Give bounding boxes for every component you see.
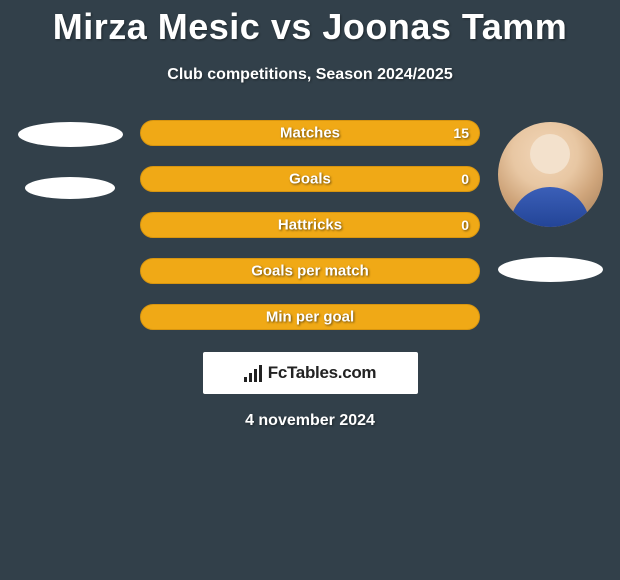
stat-label: Goals <box>289 171 331 188</box>
stats-column: Matches 15 Goals 0 Hattricks 0 Goals per… <box>130 120 490 330</box>
right-player-column <box>490 120 610 282</box>
stat-value-right: 0 <box>461 217 469 233</box>
right-player-name-placeholder <box>498 257 603 282</box>
stat-label: Hattricks <box>278 217 342 234</box>
stat-bar-goals-per-match: Goals per match <box>140 258 480 284</box>
stat-value-right: 0 <box>461 171 469 187</box>
chart-bars-icon <box>244 364 262 382</box>
left-player-name-placeholder <box>25 177 115 199</box>
branding-box[interactable]: FcTables.com <box>203 352 418 394</box>
stat-bar-min-per-goal: Min per goal <box>140 304 480 330</box>
stat-label: Min per goal <box>266 309 354 326</box>
stat-bar-goals: Goals 0 <box>140 166 480 192</box>
left-player-column <box>10 120 130 199</box>
right-player-avatar <box>498 122 603 227</box>
stat-value-right: 15 <box>453 125 469 141</box>
stat-label: Matches <box>280 125 340 142</box>
footer-date: 4 november 2024 <box>0 412 620 430</box>
comparison-content: Matches 15 Goals 0 Hattricks 0 Goals per… <box>0 120 620 330</box>
left-player-avatar-placeholder <box>18 122 123 147</box>
stat-label: Goals per match <box>251 263 369 280</box>
page-subtitle: Club competitions, Season 2024/2025 <box>0 66 620 84</box>
page-title: Mirza Mesic vs Joonas Tamm <box>0 0 620 48</box>
stat-bar-matches: Matches 15 <box>140 120 480 146</box>
stat-bar-hattricks: Hattricks 0 <box>140 212 480 238</box>
branding-text: FcTables.com <box>268 363 377 383</box>
